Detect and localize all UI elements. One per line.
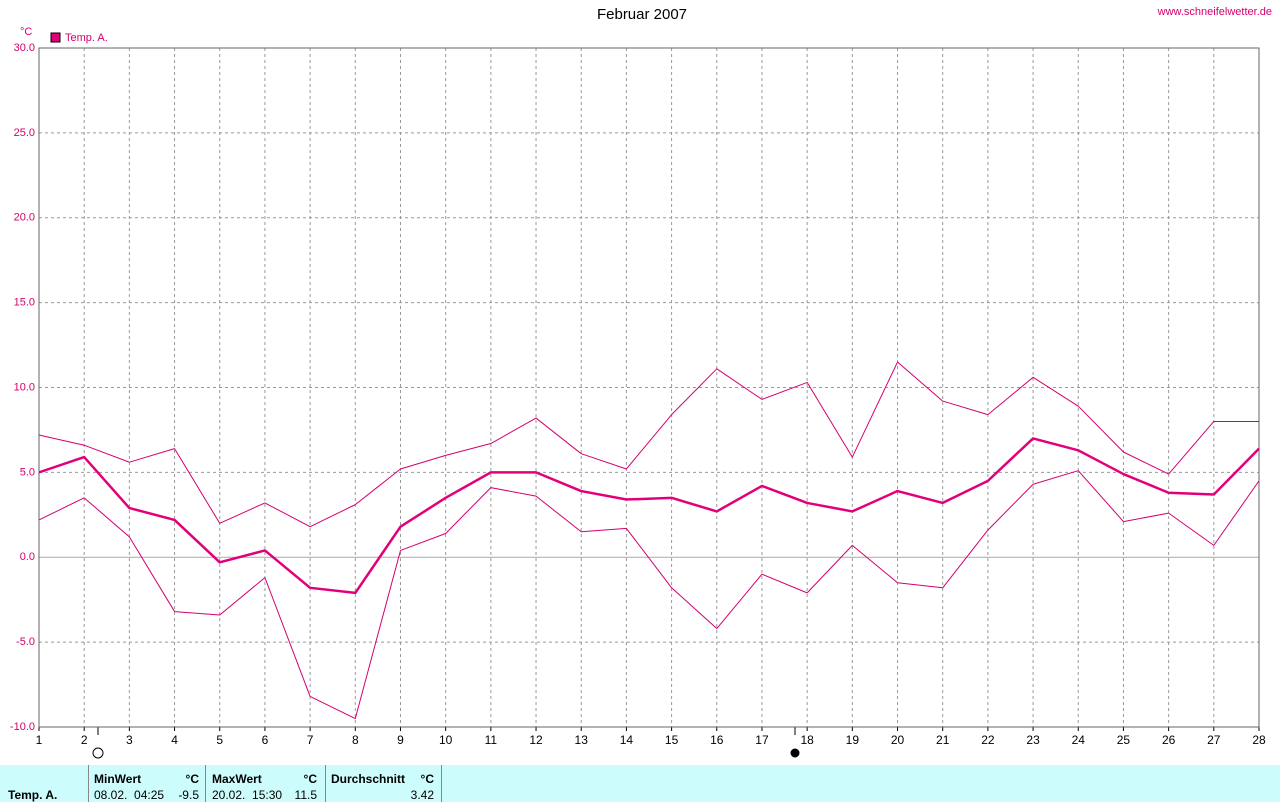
x-tick-label: 8 — [352, 733, 359, 747]
chart: Februar 2007 www.schneifelwetter.de °C 1… — [10, 6, 1272, 759]
min-time: 08.02. 04:25 — [94, 788, 165, 802]
y-tick-label: 5.0 — [20, 466, 35, 478]
x-tick-label: 12 — [529, 733, 543, 747]
series-line — [38, 361, 1259, 528]
y-tick-label: 30.0 — [14, 42, 35, 54]
avg-cell: Durchschnitt °C 3.42 — [326, 765, 442, 802]
y-tick-label: 10.0 — [14, 381, 35, 393]
x-tick-label: 19 — [846, 733, 860, 747]
min-cell: MinWert °C 08.02. 04:25 -9.5 — [88, 765, 206, 802]
y-tick-label: -5.0 — [16, 636, 35, 648]
min-unit: °C — [185, 772, 199, 786]
x-tick-label: 24 — [1072, 733, 1086, 747]
legend-label: Temp. A. — [65, 32, 108, 44]
max-header: MaxWert — [212, 772, 262, 786]
max-cell: MaxWert °C 20.02. 15:30 11.5 — [206, 765, 326, 802]
y-tick-label: 0.0 — [20, 551, 35, 563]
x-tick-label: 3 — [126, 733, 133, 747]
y-tick-label: 25.0 — [14, 127, 35, 139]
x-tick-label: 6 — [262, 733, 269, 747]
x-tick-label: 16 — [710, 733, 724, 747]
x-tick-label: 1 — [36, 733, 43, 747]
x-tick-label: 2 — [81, 733, 88, 747]
max-value: 11.5 — [294, 788, 317, 802]
x-tick-label: 25 — [1117, 733, 1131, 747]
avg-unit: °C — [420, 772, 434, 786]
x-tick-label: 20 — [891, 733, 905, 747]
source: www.schneifelwetter.de — [1157, 6, 1272, 18]
x-tick-label: 10 — [439, 733, 453, 747]
x-tick-label: 9 — [397, 733, 404, 747]
x-tick-label: 7 — [307, 733, 314, 747]
series-line — [38, 437, 1260, 595]
stats-label-cell: Temp. A. — [0, 765, 89, 802]
avg-value: 3.42 — [410, 788, 434, 802]
x-tick-label: 4 — [171, 733, 178, 747]
min-header: MinWert — [94, 772, 142, 786]
x-tick-label: 13 — [575, 733, 589, 747]
x-tick-label: 15 — [665, 733, 679, 747]
min-value: -9.5 — [178, 788, 199, 802]
plot-frame — [38, 47, 1260, 728]
x-tick-label: 26 — [1162, 733, 1176, 747]
moon-icon — [92, 747, 104, 759]
stats-label: Temp. A. — [8, 788, 58, 802]
max-unit: °C — [303, 772, 317, 786]
legend-swatch — [50, 32, 61, 43]
x-tick-label: 14 — [620, 733, 634, 747]
chart-title: Februar 2007 — [597, 6, 687, 23]
x-tick-label: 17 — [755, 733, 769, 747]
y-tick-label: -10.0 — [10, 721, 35, 733]
x-tick-label: 22 — [981, 733, 995, 747]
max-time: 20.02. 15:30 — [212, 788, 283, 802]
y-axis-label: °C — [20, 26, 32, 38]
x-tick-label: 18 — [800, 733, 814, 747]
x-tick-label: 23 — [1026, 733, 1040, 747]
x-tick-label: 5 — [216, 733, 223, 747]
x-tick-label: 11 — [485, 733, 498, 747]
stats-panel: Temp. A. MinWert °C 08.02. 04:25 -9.5 Ma… — [0, 765, 1280, 802]
x-tick-label: 21 — [936, 733, 950, 747]
x-tick-label: 28 — [1252, 733, 1266, 747]
y-tick-label: 15.0 — [14, 297, 35, 309]
moon-icon — [790, 748, 800, 758]
x-tick-label: 27 — [1207, 733, 1221, 747]
avg-header: Durchschnitt — [331, 772, 406, 786]
y-tick-label: 20.0 — [14, 212, 35, 224]
series-line — [38, 470, 1260, 720]
